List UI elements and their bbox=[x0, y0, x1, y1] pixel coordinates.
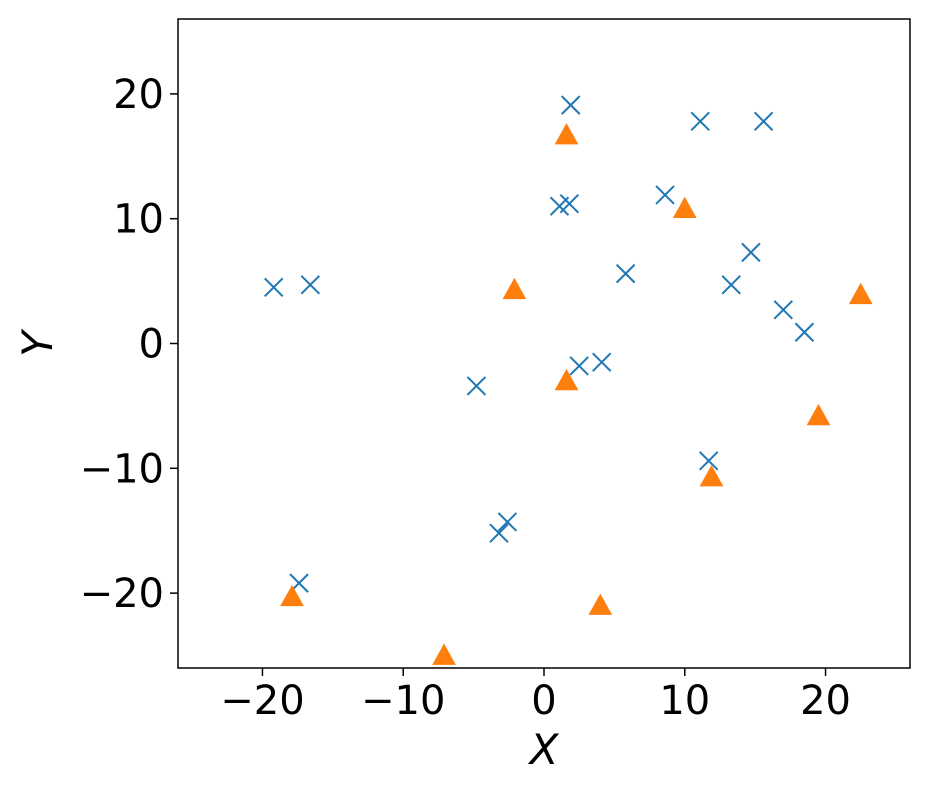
point-marker-x bbox=[300, 275, 321, 295]
y-tick-label: 0 bbox=[139, 322, 164, 368]
point-marker-x bbox=[690, 111, 710, 132]
x-axis-label: X bbox=[528, 725, 560, 774]
point-marker-triangle bbox=[848, 282, 873, 305]
point-marker-triangle bbox=[806, 403, 831, 426]
point-marker-x bbox=[615, 263, 636, 284]
x-axis-ticks: −20 −10 0 10 20 bbox=[220, 668, 851, 724]
point-marker-triangle bbox=[280, 584, 304, 607]
y-tick-label: −10 bbox=[80, 446, 164, 492]
point-marker-triangle bbox=[432, 643, 456, 665]
point-marker-x bbox=[655, 185, 675, 205]
point-marker-x bbox=[569, 356, 589, 376]
point-marker-triangle bbox=[588, 593, 613, 615]
point-marker-x bbox=[561, 95, 581, 115]
x-tick-label: 0 bbox=[531, 678, 556, 724]
point-marker-triangle bbox=[554, 123, 579, 145]
point-marker-triangle bbox=[672, 196, 697, 219]
x-tick-label: 20 bbox=[800, 678, 851, 724]
point-marker-x bbox=[721, 275, 741, 295]
y-tick-label: 20 bbox=[113, 72, 164, 118]
x-tick-label: −10 bbox=[361, 678, 445, 724]
point-marker-x bbox=[559, 194, 580, 214]
y-tick-label: −20 bbox=[80, 571, 164, 617]
point-marker-x bbox=[466, 376, 487, 396]
x-tick-label: 10 bbox=[659, 678, 710, 724]
point-marker-x bbox=[794, 322, 815, 342]
point-marker-x bbox=[698, 451, 719, 471]
y-axis-label: Y bbox=[13, 328, 62, 357]
plot-frame bbox=[177, 18, 911, 669]
point-marker-triangle bbox=[554, 368, 579, 391]
point-marker-triangle bbox=[502, 277, 527, 300]
point-marker-triangle bbox=[699, 465, 724, 487]
point-marker-x bbox=[773, 300, 794, 320]
point-marker-x bbox=[497, 512, 518, 532]
point-marker-x bbox=[489, 523, 509, 543]
point-marker-x bbox=[741, 242, 761, 263]
y-tick-label: 10 bbox=[113, 197, 164, 243]
y-axis-ticks: −20 −10 0 10 20 bbox=[80, 72, 178, 617]
x-tick-label: −20 bbox=[220, 678, 304, 724]
point-marker-x bbox=[264, 277, 284, 298]
point-marker-x bbox=[592, 352, 612, 372]
point-marker-x bbox=[753, 111, 774, 132]
plot-marks bbox=[264, 95, 873, 665]
